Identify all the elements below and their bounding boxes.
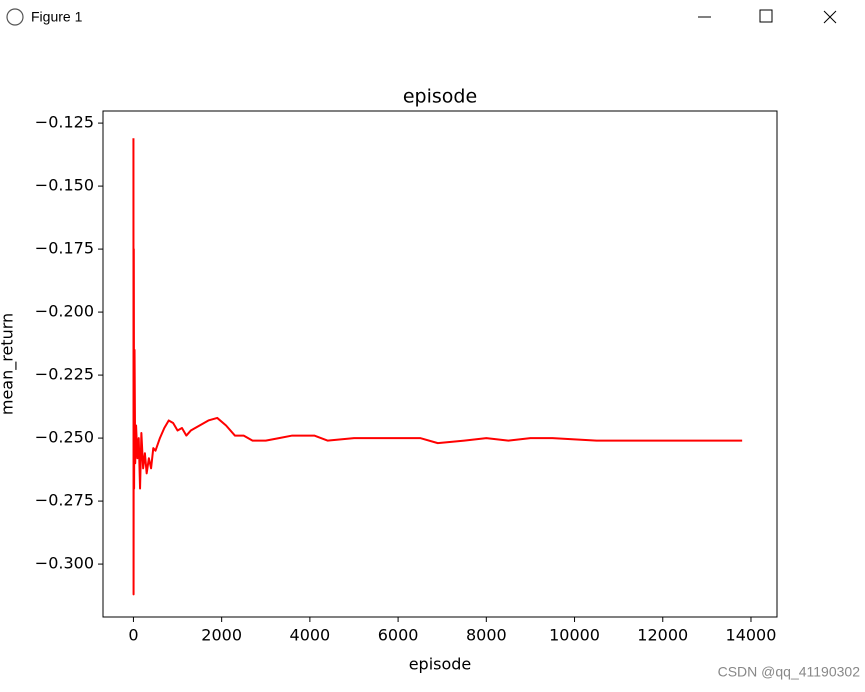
close-button[interactable] [823,10,837,24]
x-tick-label: 6000 [378,626,419,645]
x-axis-label: episode [409,655,472,674]
y-tick-label: −0.250 [35,428,94,447]
x-tick-label: 8000 [466,626,507,645]
window-title: Figure 1 [31,9,83,25]
axes-frame [102,110,778,618]
x-tick-label: 10000 [549,626,600,645]
y-axis-label: mean_return [0,313,18,415]
y-tick-label: −0.150 [35,176,94,195]
x-tick-label: 12000 [637,626,688,645]
y-tick-label: −0.275 [35,491,94,510]
x-tick-label: 4000 [290,626,331,645]
y-tick-label: −0.125 [35,113,94,132]
x-tick-label: 0 [128,626,138,645]
y-tick-label: −0.300 [35,554,94,573]
y-tick-label: −0.175 [35,239,94,258]
x-tick-label: 2000 [201,626,242,645]
maximize-button[interactable] [759,9,773,23]
data-line [132,138,743,596]
chart-title: episode [403,86,477,108]
x-tick-label: 14000 [726,626,777,645]
y-tick-label: −0.200 [35,302,94,321]
app-icon [6,8,24,26]
y-tick-label: −0.225 [35,365,94,384]
watermark: CSDN @qq_41190302 [718,664,861,680]
